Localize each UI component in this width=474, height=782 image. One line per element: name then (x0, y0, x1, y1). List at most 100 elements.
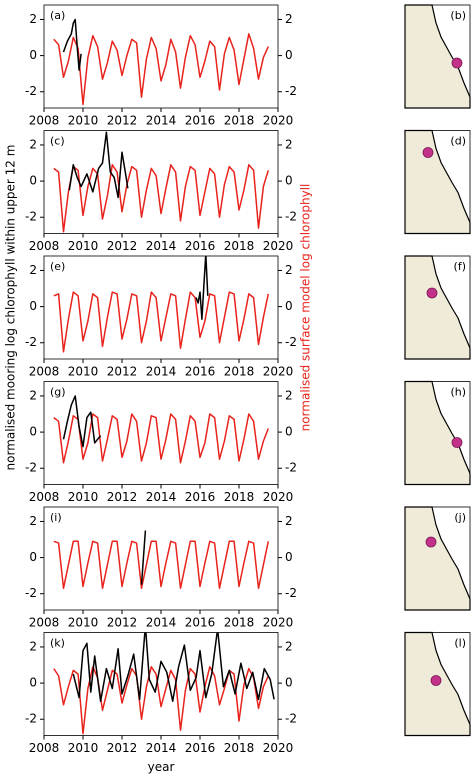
x-tick-label: 2016 (185, 114, 216, 128)
x-tick-label: 2012 (107, 490, 138, 504)
series-line (62, 395, 102, 448)
series-line (53, 291, 270, 353)
y2-tick-label: 0 (285, 48, 293, 62)
x-tick-label: 2020 (263, 616, 294, 630)
y-tick-label: 0 (29, 550, 37, 564)
y-axis-label: normalised mooring log chlorophyll withi… (4, 145, 18, 471)
y-tick-label: 2 (29, 263, 37, 277)
y2-tick-label: 0 (285, 550, 293, 564)
x-tick-label: 2016 (185, 741, 216, 755)
x-tick-label: 2014 (146, 114, 177, 128)
series-line (72, 632, 275, 702)
x-tick-label: 2018 (224, 741, 255, 755)
map-frame (404, 381, 471, 485)
y-tick-label: 0 (29, 676, 37, 690)
x-tick-label: 2010 (68, 239, 99, 253)
map-frame (404, 632, 471, 736)
x-tick-label: 2008 (29, 114, 60, 128)
x-tick-label: 2008 (29, 741, 60, 755)
axes-frame (43, 506, 279, 611)
y2-tick-label: -2 (285, 84, 297, 98)
series-line (53, 413, 269, 464)
y-tick-label: -2 (25, 586, 37, 600)
x-tick-label: 2014 (146, 490, 177, 504)
y2-tick-label: 2 (285, 639, 293, 653)
x-tick-label: 2014 (146, 616, 177, 630)
x-tick-label: 2018 (224, 114, 255, 128)
y-tick-label: -2 (25, 210, 37, 224)
series-line (140, 530, 147, 585)
plot-area (53, 256, 270, 353)
x-tick-label: 2014 (146, 239, 177, 253)
series-line (68, 131, 129, 199)
y2-tick-label: -2 (285, 712, 297, 726)
y2-tick-label: 2 (285, 12, 293, 26)
y-tick-label: 2 (29, 639, 37, 653)
x-axis-label: year (148, 760, 175, 774)
y2-tick-label: -2 (285, 461, 297, 475)
map-label: (l) (454, 637, 466, 650)
x-tick-label: 2010 (68, 365, 99, 379)
series-line (195, 256, 209, 320)
series-line (53, 33, 269, 106)
x-tick-label: 2016 (185, 490, 216, 504)
site-marker (451, 57, 463, 69)
y2-tick-label: 2 (285, 263, 293, 277)
site-marker (426, 287, 438, 299)
x-tick-label: 2008 (29, 616, 60, 630)
plot-area (53, 395, 269, 464)
x-tick-label: 2018 (224, 365, 255, 379)
map-label: (b) (450, 9, 466, 22)
panel-label: (k) (50, 637, 65, 650)
x-tick-label: 2008 (29, 239, 60, 253)
x-tick-label: 2020 (263, 490, 294, 504)
x-tick-label: 2010 (68, 114, 99, 128)
y-tick-label: 0 (29, 48, 37, 62)
site-marker (451, 437, 463, 448)
x-tick-label: 2012 (107, 239, 138, 253)
x-tick-label: 2008 (29, 365, 60, 379)
plot-area (53, 530, 270, 590)
x-tick-label: 2018 (224, 616, 255, 630)
y-tick-label: 0 (29, 425, 37, 439)
y2-tick-label: -2 (285, 335, 297, 349)
y-tick-label: 0 (29, 299, 37, 313)
panel-label: (a) (50, 9, 65, 22)
site-marker (430, 675, 442, 686)
x-tick-label: 2012 (107, 365, 138, 379)
y-tick-label: 2 (29, 137, 37, 151)
y2-axis-label: normalised surface model log chlorophyll (299, 184, 313, 432)
x-tick-label: 2010 (68, 741, 99, 755)
y2-tick-label: -2 (285, 210, 297, 224)
map-frame (404, 255, 471, 360)
plot-area (53, 18, 269, 106)
site-marker (422, 147, 434, 158)
y-tick-label: 2 (29, 12, 37, 26)
panel-label: (e) (50, 260, 65, 273)
map-frame (404, 506, 471, 611)
x-tick-label: 2016 (185, 616, 216, 630)
x-tick-label: 2016 (185, 365, 216, 379)
panel-label: (i) (50, 511, 62, 524)
map-label: (f) (454, 260, 466, 273)
x-tick-label: 2020 (263, 365, 294, 379)
y2-tick-label: 0 (285, 174, 293, 188)
plot-area (53, 131, 270, 233)
y2-tick-label: 2 (285, 388, 293, 402)
map-frame (404, 4, 471, 109)
y2-tick-label: 0 (285, 299, 293, 313)
y-tick-label: 2 (29, 388, 37, 402)
series-line (53, 540, 270, 590)
x-tick-label: 2014 (146, 741, 177, 755)
y-tick-label: -2 (25, 712, 37, 726)
y-tick-label: -2 (25, 461, 37, 475)
x-tick-label: 2020 (263, 741, 294, 755)
plot-area (53, 632, 275, 735)
y-tick-label: -2 (25, 335, 37, 349)
map-label: (h) (450, 386, 466, 399)
series-line (62, 18, 82, 71)
y-tick-label: 2 (29, 514, 37, 528)
x-tick-label: 2020 (263, 114, 294, 128)
y-tick-label: -2 (25, 84, 37, 98)
